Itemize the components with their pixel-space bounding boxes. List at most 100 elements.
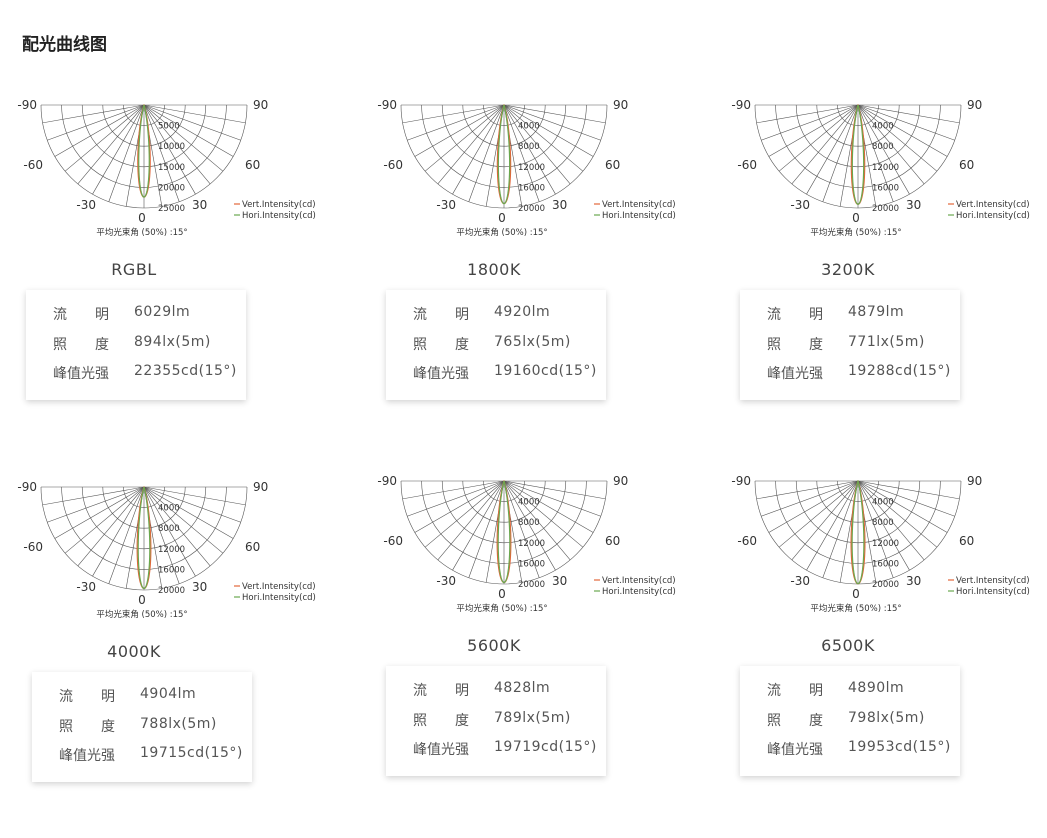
legend-label-vertical: Vert.Intensity(cd) [602,576,676,586]
chart-cell: -90 90 -60 60 -30 30 0 4000 8000 12000 16000 20000 V… [374,98,714,460]
angle-label-60: 60 [605,534,620,548]
spec-value: 798lx(5m) [848,709,925,726]
polar-chart: -90 90 -60 60 -30 30 0 4000 8000 12000 16000 20000 V… [731,98,1030,238]
radial-tick-label: 15000 [158,163,185,173]
legend-label-vertical: Vert.Intensity(cd) [956,200,1030,210]
angle-label-neg90: -90 [377,474,397,488]
grid-spoke [503,480,601,517]
spec-row: 流 明 4904lm [32,686,252,716]
grid-spoke [143,104,234,157]
grid-spoke [778,480,859,548]
spec-card: 流 明 4890lm 照 度 798lx(5m) 峰值光强 19953cd(15°) [740,666,960,776]
angle-label-60: 60 [959,158,974,172]
spec-value: 19953cd(15°) [848,739,951,755]
grid-spoke [806,480,859,571]
polar-chart: -90 90 -60 60 -30 30 0 4000 8000 12000 16000 20000 V… [17,480,315,620]
grid-spoke [756,104,859,124]
angle-label-neg30: -30 [790,574,810,588]
chart-cell: -90 90 -60 60 -30 30 0 4000 8000 12000 16000 20000 V… [374,474,714,836]
grid-spoke [857,480,955,517]
grid-spoke [414,104,505,157]
spec-value: 19715cd(15°) [140,745,243,761]
grid-spoke [503,480,540,578]
beam-angle-label: 平均光束角 (50%) :15° [96,609,187,620]
spec-label: 流 明 [53,307,109,323]
model-name: 3200K [821,260,875,279]
polar-chart: -90 90 -60 60 -30 30 0 4000 8000 12000 16000 20000 V… [377,98,676,238]
spec-row: 照 度 771lx(5m) [740,334,960,364]
grid-spoke [143,104,246,124]
radial-tick-label: 5000 [158,122,180,132]
spec-label: 峰值光强 [413,742,469,758]
spec-card: 流 明 4920lm 照 度 765lx(5m) 峰值光强 19160cd(15°) [386,290,606,400]
grid-spoke [92,486,145,577]
grid-spoke [77,104,145,185]
spec-row: 峰值光强 19953cd(15°) [740,739,960,769]
angle-label-0: 0 [138,211,146,225]
spec-value: 19719cd(15°) [494,739,597,755]
angle-label-neg30: -30 [436,198,456,212]
radial-tick-label: 8000 [518,518,540,528]
spec-row: 照 度 798lx(5m) [740,710,960,740]
spec-row: 峰值光强 19288cd(15°) [740,363,960,393]
legend-label-horizontal: Hori.Intensity(cd) [956,587,1030,597]
radial-tick-label: 8000 [872,142,894,152]
angle-label-30: 30 [552,574,567,588]
polar-grid [400,480,608,585]
angle-label-neg90: -90 [731,98,751,112]
spec-value: 4890lm [848,680,905,696]
legend-label-vertical: Vert.Intensity(cd) [242,200,316,210]
angle-label-neg60: -60 [737,534,757,548]
angle-label-60: 60 [245,540,260,554]
spec-value: 894lx(5m) [134,333,211,350]
series-horizontal-curve [851,480,865,585]
radial-tick-label: 25000 [158,204,185,214]
grid-spoke [54,486,145,539]
angle-label-0: 0 [498,211,506,225]
chart-legend: Vert.Intensity(cd)Hori.Intensity(cd) [594,200,676,221]
grid-spoke [143,486,241,523]
spec-card: 流 明 4879lm 照 度 771lx(5m) 峰值光强 19288cd(15°) [740,290,960,400]
spec-row: 流 明 4890lm [740,680,960,710]
angle-label-neg60: -60 [383,158,403,172]
grid-spoke [143,104,211,185]
spec-value: 4920lm [494,304,551,320]
angle-label-90: 90 [613,98,628,112]
chart-cell: -90 90 -60 60 -30 30 0 5000 10000 15000 20000 25000… [14,98,354,460]
angle-label-90: 90 [967,98,982,112]
grid-spoke [42,486,145,506]
angle-label-neg90: -90 [377,98,397,112]
spec-row: 流 明 6029lm [26,304,246,334]
spec-label: 峰值光强 [59,748,115,764]
grid-spoke [857,104,894,202]
page-title: 配光曲线图 [22,35,107,55]
series-horizontal-curve [497,104,511,205]
grid-spoke [503,104,601,141]
grid-spoke [64,486,145,554]
grid-spoke [857,480,925,561]
angle-label-30: 30 [552,198,567,212]
spec-label: 流 明 [59,689,115,705]
grid-spoke [503,104,540,202]
grid-spoke [857,480,910,571]
radial-tick-label: 4000 [872,122,894,132]
grid-spoke [768,480,859,533]
series-horizontal-curve [851,104,865,205]
radial-tick-label: 8000 [158,524,180,534]
angle-label-30: 30 [906,574,921,588]
angle-label-neg60: -60 [737,158,757,172]
grid-spoke [143,486,211,567]
spec-row: 照 度 894lx(5m) [26,334,246,364]
grid-spoke [503,104,606,124]
spec-value: 4879lm [848,304,905,320]
angle-label-neg60: -60 [23,158,43,172]
chart-legend: Vert.Intensity(cd)Hori.Intensity(cd) [594,576,676,597]
grid-spoke [857,480,938,548]
grid-spoke [92,104,145,195]
spec-value: 788lx(5m) [140,715,217,732]
legend-label-vertical: Vert.Intensity(cd) [602,200,676,210]
angle-label-60: 60 [605,158,620,172]
legend-label-horizontal: Hori.Intensity(cd) [956,211,1030,221]
legend-label-horizontal: Hori.Intensity(cd) [602,587,676,597]
angle-label-neg30: -30 [790,198,810,212]
